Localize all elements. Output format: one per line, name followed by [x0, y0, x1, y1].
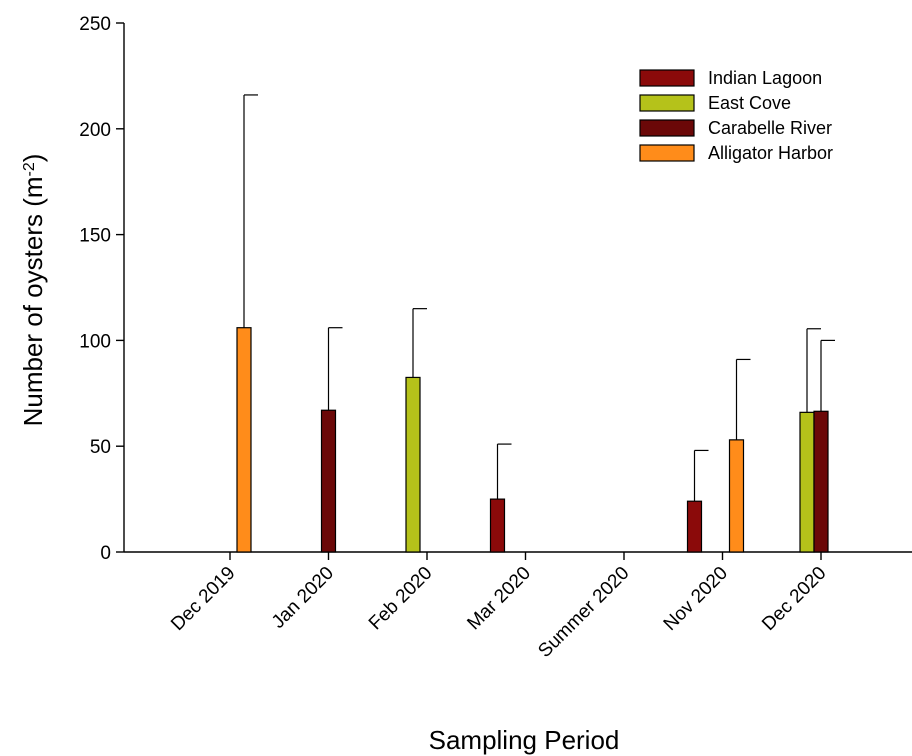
- bar: [405, 376, 421, 553]
- legend: Indian Lagoon East Cove Carabelle River All…: [639, 68, 833, 163]
- y-axis-title-sup: -2: [21, 162, 38, 176]
- y-tick-label: 250: [79, 14, 111, 35]
- legend-swatch: [639, 119, 695, 137]
- y-tick-label: 50: [90, 437, 111, 458]
- legend-label: East Cove: [708, 93, 791, 113]
- x-tick-label: Summer 2020: [534, 563, 633, 662]
- bar: [236, 327, 252, 553]
- bar: [813, 410, 829, 553]
- bar: [489, 498, 506, 553]
- bar: [799, 411, 815, 553]
- axis-titles: Sampling Period Number of oysters (m-2): [18, 154, 619, 755]
- bar: [728, 439, 745, 553]
- x-tick-label: Nov 2020: [660, 563, 732, 635]
- y-axis-title: Number of oysters (m-2): [18, 154, 48, 427]
- legend-swatch: [639, 94, 695, 112]
- y-axis-title-end: ): [18, 154, 48, 163]
- x-tick-label: Mar 2020: [463, 563, 535, 635]
- bars: [236, 94, 835, 553]
- y-tick-label: 200: [79, 120, 111, 141]
- legend-label: Carabelle River: [708, 118, 832, 138]
- legend-swatch: [639, 144, 695, 162]
- x-tick-label: Feb 2020: [365, 563, 437, 635]
- legend-label: Indian Lagoon: [708, 68, 822, 88]
- x-tick-label: Dec 2020: [758, 563, 830, 635]
- legend-label: Alligator Harbor: [708, 143, 833, 163]
- bar: [320, 409, 337, 553]
- bar: [686, 500, 703, 553]
- x-tick-label: Jan 2020: [268, 563, 338, 633]
- x-axis-title: Sampling Period: [429, 725, 620, 755]
- x-tick-label: Dec 2019: [167, 563, 239, 635]
- y-axis-title-main: Number of oysters (m: [18, 176, 48, 426]
- y-tick-label: 0: [100, 543, 111, 564]
- y-tick-label: 100: [79, 331, 111, 352]
- legend-swatch: [639, 69, 695, 87]
- y-tick-label: 150: [79, 226, 111, 247]
